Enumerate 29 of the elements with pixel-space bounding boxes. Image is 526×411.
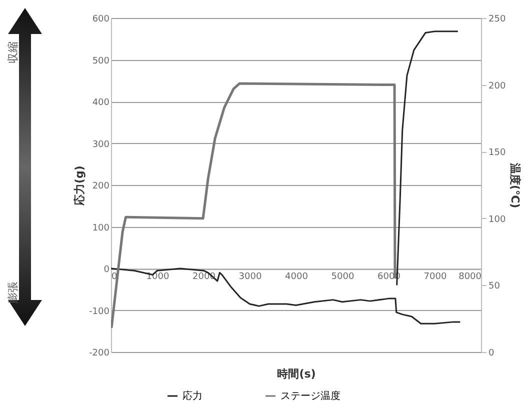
y-tick-label: 0 xyxy=(104,265,110,275)
y2-tick-label: 200 xyxy=(488,81,506,92)
y-axis-title: 応力(g) xyxy=(73,166,86,206)
text: 膨張 xyxy=(6,282,20,304)
legend-label: ステージ温度 xyxy=(280,390,340,402)
x-tick-label: 0 xyxy=(112,272,118,282)
x-axis-title: 時間(s) xyxy=(277,368,316,380)
y-tick-label: 100 xyxy=(92,223,110,234)
y-tick-label: 400 xyxy=(92,98,110,108)
x-tick-label: 8000 xyxy=(458,272,482,282)
y-tick-label: -200 xyxy=(89,348,110,358)
y-tick-label: 500 xyxy=(92,56,110,66)
text: 収縮 xyxy=(6,42,20,64)
y2-tick-label: 100 xyxy=(488,214,506,225)
y2-tick-label: 0 xyxy=(488,348,494,358)
x-tick-label: 7000 xyxy=(424,272,447,282)
y2-tick-label: 150 xyxy=(488,148,506,158)
y-tick-label: -100 xyxy=(89,306,110,317)
y2-axis-title: 温度(℃) xyxy=(508,162,522,208)
y-tick-label: 300 xyxy=(92,140,110,150)
y-tick-label: 600 xyxy=(92,14,110,24)
y2-tick-label: 250 xyxy=(488,14,506,24)
y-tick-label: 200 xyxy=(92,182,110,192)
legend-label: 応力 xyxy=(182,390,202,402)
x-tick-label: 4000 xyxy=(285,272,308,282)
line-series xyxy=(111,268,461,324)
y2-tick-label: 50 xyxy=(488,282,500,292)
x-tick-label: 3000 xyxy=(238,272,262,282)
x-tick-label: 5000 xyxy=(331,272,354,282)
